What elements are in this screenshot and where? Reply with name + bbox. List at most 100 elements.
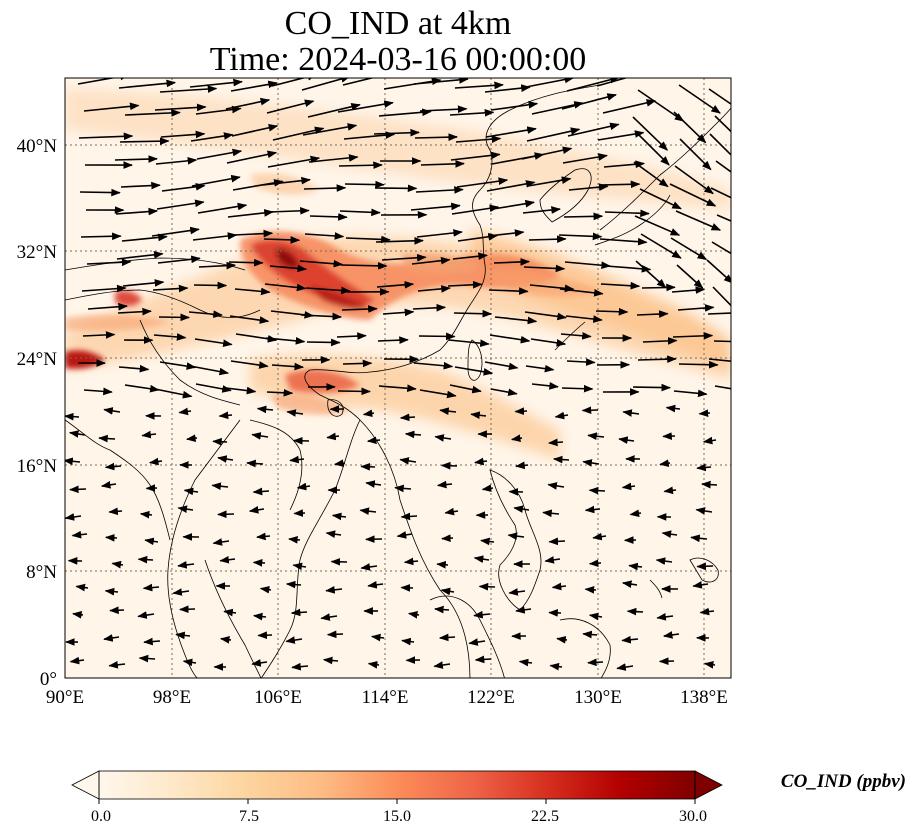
wind-arrow <box>707 312 731 315</box>
wind-arrow <box>582 630 598 639</box>
wind-arrow <box>659 459 671 467</box>
wind-arrow <box>72 611 84 619</box>
wind-arrow <box>69 485 87 494</box>
wind-arrow <box>676 264 704 289</box>
wind-arrow <box>562 153 608 164</box>
wind-arrow <box>375 237 424 245</box>
wind-arrow <box>447 280 483 289</box>
lat-tick-24n: 24°N <box>17 349 58 370</box>
wind-arrow <box>103 634 120 642</box>
wind-arrow <box>478 582 496 591</box>
lon-tick-98e: 98°E <box>153 687 191 708</box>
wind-arrow <box>252 559 266 567</box>
wind-arrow <box>108 661 126 669</box>
wind-arrow <box>229 315 270 324</box>
wind-arrow <box>525 78 575 88</box>
wind-arrow <box>468 638 486 646</box>
wind-arrow <box>547 482 565 490</box>
colorbar-extend-high <box>694 770 723 800</box>
wind-arrow <box>450 151 501 161</box>
wind-arrow <box>582 459 600 467</box>
wind-arrow <box>98 434 116 443</box>
wind-arrow <box>531 382 559 390</box>
wind-arrow <box>65 457 81 466</box>
wind-arrow <box>322 656 339 665</box>
wind-arrow <box>661 530 678 538</box>
wind-arrow <box>143 637 161 646</box>
wind-arrow <box>376 280 415 289</box>
wind-arrow <box>116 250 164 260</box>
wind-arrow <box>621 482 636 491</box>
wind-arrow <box>449 384 482 394</box>
wind-arrow <box>122 279 165 287</box>
wind-arrow <box>299 259 344 268</box>
wind-arrow <box>548 537 566 546</box>
wind-arrow <box>268 206 310 215</box>
wind-arrow <box>434 605 450 614</box>
wind-arrow <box>454 81 504 90</box>
wind-arrow <box>600 281 641 290</box>
wind-arrow <box>234 287 271 296</box>
wind-arrow <box>271 78 318 87</box>
wind-arrow <box>703 660 716 669</box>
wind-arrow <box>265 337 306 345</box>
colorbar-tick-0: 0.0 <box>91 808 111 825</box>
wind-arrow <box>177 561 195 569</box>
wind-arrow <box>599 237 648 246</box>
wind-arrow <box>367 580 384 589</box>
wind-arrow <box>148 457 163 466</box>
wind-arrow <box>529 284 575 293</box>
wind-arrow <box>156 199 205 210</box>
wind-arrow <box>419 105 468 114</box>
wind-arrow <box>108 507 123 516</box>
wind-arrow <box>417 285 451 293</box>
wind-arrow <box>716 214 731 222</box>
wind-arrow <box>474 655 492 664</box>
wind-arrow <box>262 176 311 186</box>
wind-arrow <box>584 586 597 594</box>
wind-arrow <box>290 608 308 617</box>
wind-arrow <box>561 384 594 393</box>
wind-arrow <box>193 281 228 290</box>
wind-arrow <box>137 611 155 619</box>
wind-arrow <box>285 580 302 589</box>
wind-arrow <box>291 662 309 671</box>
wind-arrow <box>677 304 715 312</box>
wind-arrow <box>455 135 502 144</box>
lon-tick-138e: 138°E <box>680 687 728 708</box>
wind-arrow <box>257 631 273 640</box>
map-panel <box>65 78 731 678</box>
wind-arrow <box>378 108 432 117</box>
wind-arrow <box>399 457 417 465</box>
wind-arrow <box>177 505 194 513</box>
wind-arrow <box>493 258 531 266</box>
wind-arrow <box>326 432 340 441</box>
wind-arrow <box>481 484 494 493</box>
wind-arrow <box>65 513 82 521</box>
wind-arrow <box>403 557 419 566</box>
wind-arrow <box>345 235 391 244</box>
wind-arrow <box>566 358 596 366</box>
title-line-1: CO_IND at 4km <box>285 5 512 42</box>
wind-arrow <box>331 512 347 521</box>
wind-arrow <box>633 161 669 188</box>
wind-arrow <box>212 538 230 546</box>
wind-arrow <box>588 612 603 621</box>
wind-arrow <box>715 160 731 173</box>
wind-arrow <box>83 102 140 112</box>
wind-arrow <box>696 562 714 571</box>
wind-arrow <box>186 434 198 442</box>
wind-arrow <box>663 486 677 495</box>
wind-arrow <box>78 132 134 141</box>
wind-arrow <box>507 532 525 540</box>
wind-arrow <box>188 310 223 319</box>
wind-arrow <box>515 461 529 470</box>
wind-arrow <box>713 340 731 343</box>
lon-tick-122e: 122°E <box>467 687 515 708</box>
wind-arrow <box>412 303 447 312</box>
lon-tick-130e: 130°E <box>574 687 622 708</box>
wind-arrow <box>656 613 674 621</box>
wind-arrow <box>436 560 449 569</box>
wind-arrow <box>673 389 708 398</box>
wind-arrow <box>439 407 457 415</box>
